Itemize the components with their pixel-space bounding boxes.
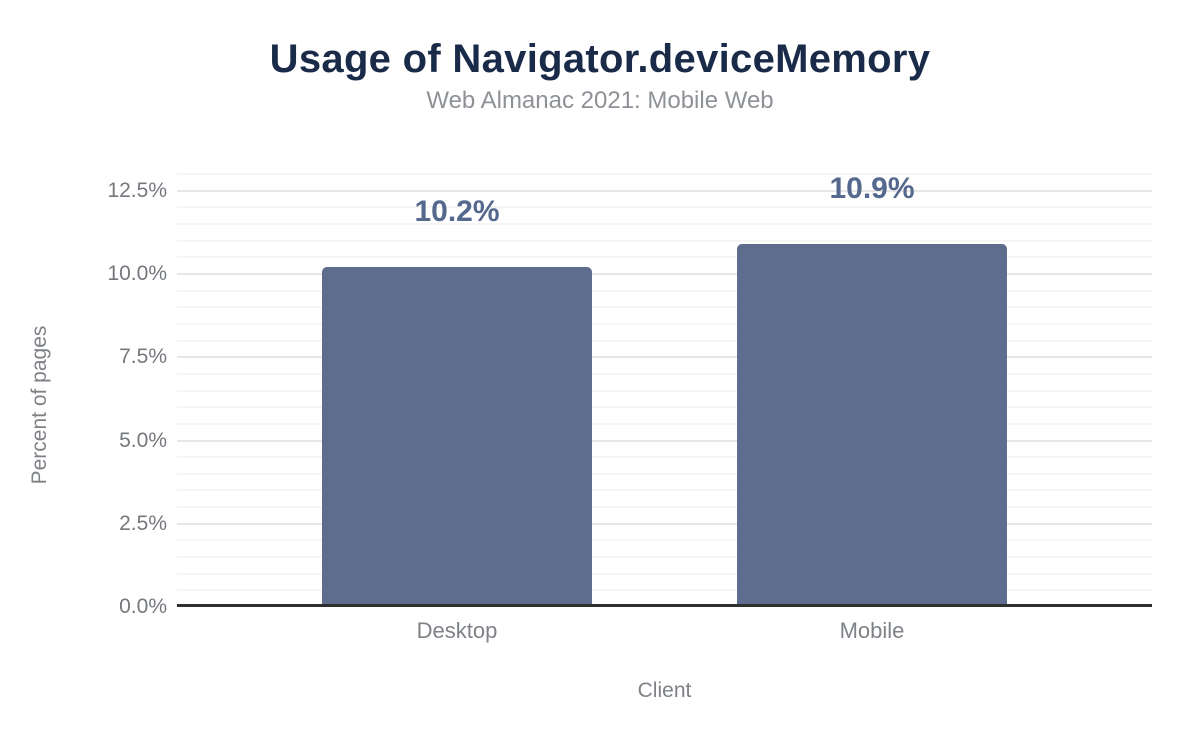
minor-gridline xyxy=(177,406,1152,409)
minor-gridline xyxy=(177,339,1152,342)
minor-gridline xyxy=(177,173,1152,176)
minor-gridline xyxy=(177,489,1152,492)
minor-gridline xyxy=(177,472,1152,475)
minor-gridline xyxy=(177,506,1152,509)
minor-gridline xyxy=(177,456,1152,459)
minor-gridline xyxy=(177,206,1152,209)
minor-gridline xyxy=(177,589,1152,592)
minor-gridline xyxy=(177,322,1152,325)
minor-gridline xyxy=(177,572,1152,575)
x-axis-label-desktop: Desktop xyxy=(416,618,498,643)
y-axis-tick-label: 12.5% xyxy=(107,178,167,202)
x-axis-title: Client xyxy=(637,679,692,702)
bar-mobile xyxy=(737,244,1007,607)
minor-gridline xyxy=(177,539,1152,542)
minor-gridline xyxy=(177,372,1152,375)
x-axis-line xyxy=(177,604,1152,607)
minor-gridline xyxy=(177,289,1152,292)
chart-subtitle: Web Almanac 2021: Mobile Web xyxy=(426,87,774,114)
bar-desktop xyxy=(322,267,592,607)
y-axis-tick-label: 5.0% xyxy=(119,428,167,452)
y-axis-tick-label: 10.0% xyxy=(107,262,167,285)
minor-gridline xyxy=(177,223,1152,226)
value-label-desktop: 10.2% xyxy=(414,195,500,229)
y-axis-tick-label: 7.5% xyxy=(119,345,167,369)
major-gridline xyxy=(177,273,1152,275)
major-gridline xyxy=(177,522,1152,525)
plot-area: 10.2% 10.9% xyxy=(177,170,1152,607)
major-gridline xyxy=(177,356,1152,359)
minor-gridline xyxy=(177,422,1152,425)
value-label-mobile: 10.9% xyxy=(829,172,915,206)
minor-gridline xyxy=(177,256,1152,259)
y-axis-tick-label: 2.5% xyxy=(119,511,167,535)
major-gridline xyxy=(177,439,1152,442)
x-axis-label-mobile: Mobile xyxy=(839,618,905,643)
minor-gridline xyxy=(177,239,1152,242)
chart-title: Usage of Navigator.deviceMemory xyxy=(269,37,931,81)
minor-gridline xyxy=(177,306,1152,309)
major-gridline xyxy=(177,189,1152,192)
y-axis-tick-label: 0.0% xyxy=(119,595,167,618)
minor-gridline xyxy=(177,389,1152,392)
minor-gridline xyxy=(177,556,1152,559)
